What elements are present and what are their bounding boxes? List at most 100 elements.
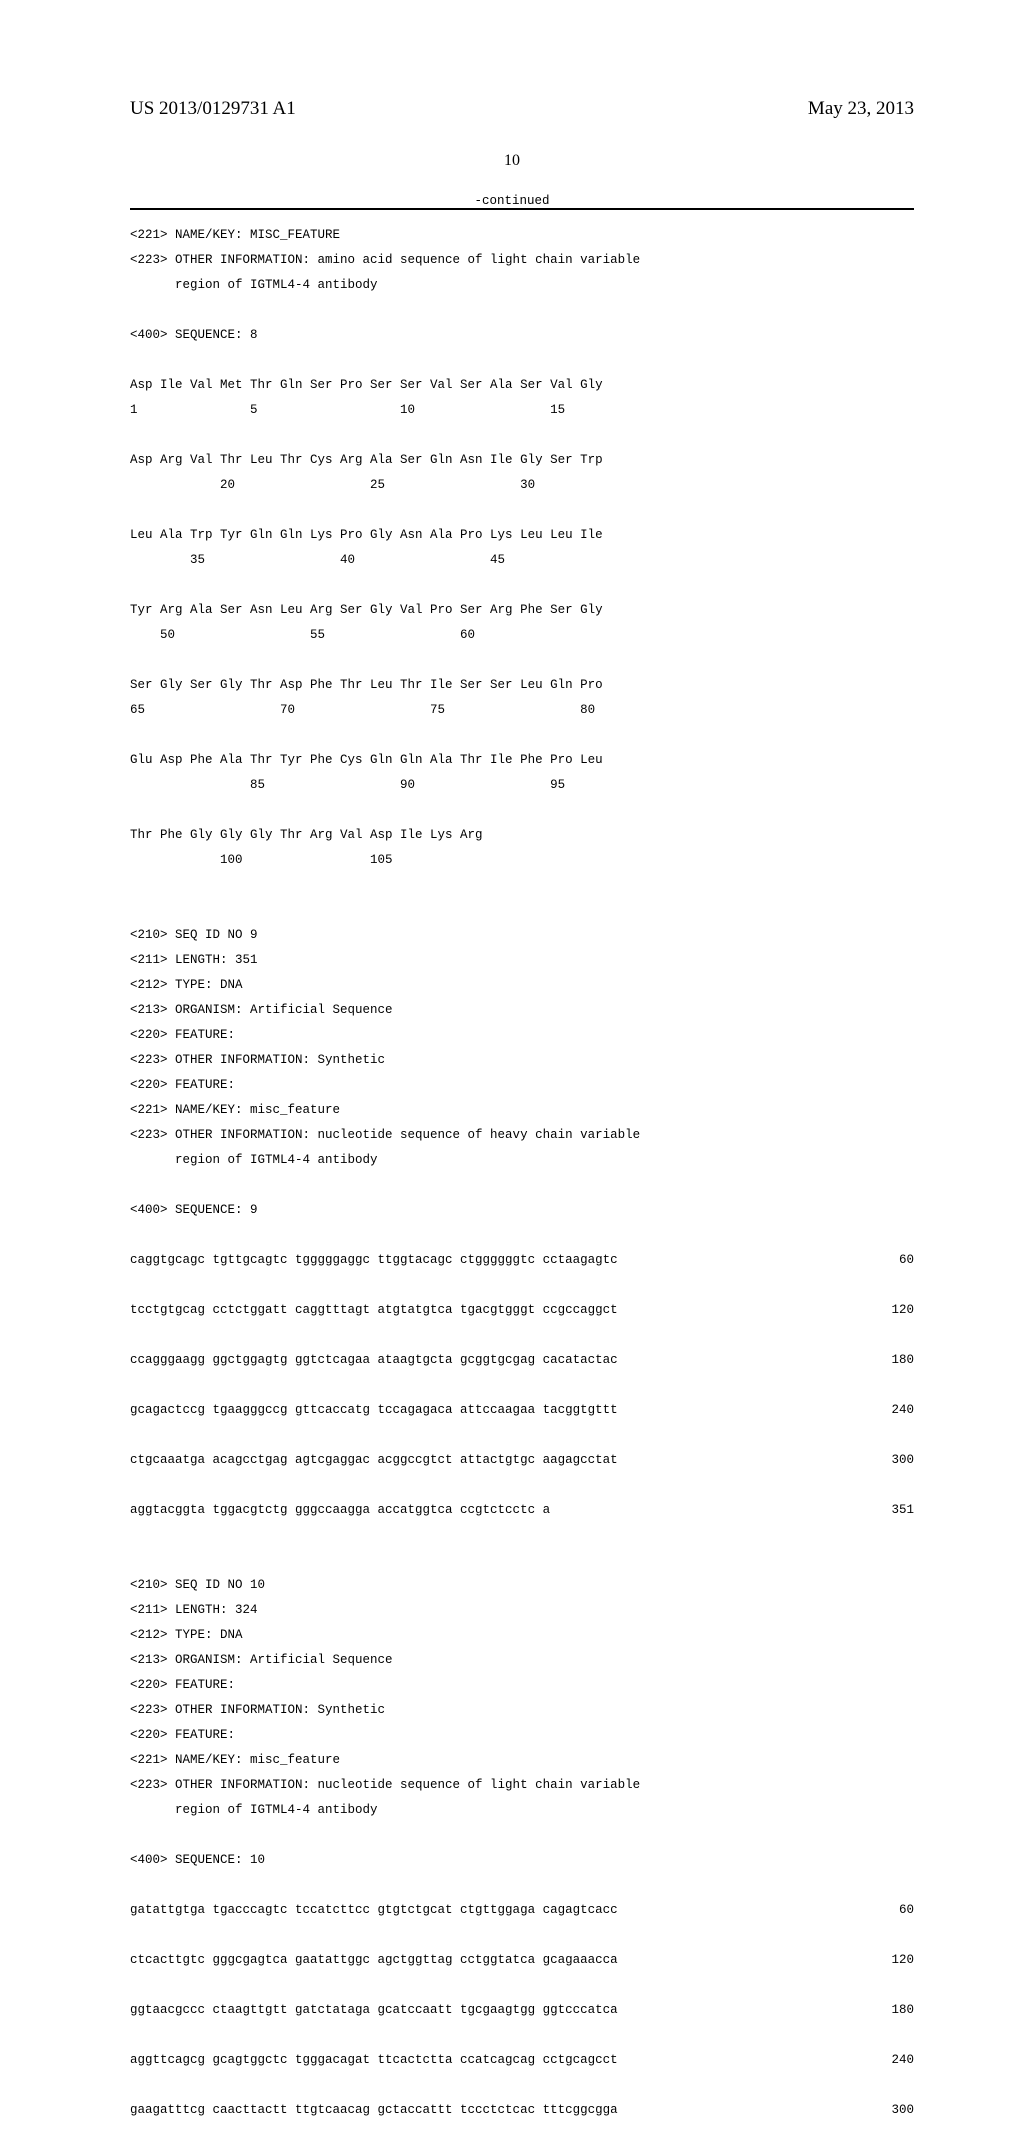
seq-text: ggtaacgccc ctaagttgtt gatctataga gcatcca… <box>130 2004 618 2017</box>
seq9-220a: <220> FEATURE: <box>130 1029 914 1042</box>
seq10-s5: gaagatttcg caacttactt ttgtcaacag gctacca… <box>130 2104 914 2117</box>
blank <box>130 504 914 517</box>
seq8-r6a: Glu Asp Phe Ala Thr Tyr Phe Cys Gln Gln … <box>130 754 914 767</box>
seq9-212: <212> TYPE: DNA <box>130 979 914 992</box>
blank <box>130 429 914 442</box>
publication-number: US 2013/0129731 A1 <box>130 98 296 120</box>
seq8-r6b: 85 90 95 <box>130 779 914 792</box>
seq8-r3a: Leu Ala Trp Tyr Gln Gln Lys Pro Gly Asn … <box>130 529 914 542</box>
blank <box>130 904 914 917</box>
seq9-s2: tcctgtgcag cctctggatt caggtttagt atgtatg… <box>130 1304 914 1317</box>
seq-pos: 351 <box>874 1504 914 1517</box>
seq-pos: 300 <box>874 2104 914 2117</box>
seq-pos: 60 <box>874 1904 914 1917</box>
blank <box>130 1879 914 1892</box>
seq8-r5b: 65 70 75 80 <box>130 704 914 717</box>
blank <box>130 729 914 742</box>
seq9-s5: ctgcaaatga acagcctgag agtcgaggac acggccg… <box>130 1454 914 1467</box>
seq10-s4: aggttcagcg gcagtggctc tgggacagat ttcactc… <box>130 2054 914 2067</box>
seq-pos: 120 <box>874 1954 914 1967</box>
seq8-r4b: 50 55 60 <box>130 629 914 642</box>
seq-pos: 240 <box>874 2054 914 2067</box>
blank <box>130 1229 914 1242</box>
seq10-220b: <220> FEATURE: <box>130 1729 914 1742</box>
seq9-211: <211> LENGTH: 351 <box>130 954 914 967</box>
seq-text: aggttcagcg gcagtggctc tgggacagat ttcactc… <box>130 2054 618 2067</box>
blank <box>130 654 914 667</box>
seq9-210: <210> SEQ ID NO 9 <box>130 929 914 942</box>
seq10-212: <212> TYPE: DNA <box>130 1629 914 1642</box>
seq10-213: <213> ORGANISM: Artificial Sequence <box>130 1654 914 1667</box>
seq-pos: 180 <box>874 2004 914 2017</box>
seq9-223c: region of IGTML4-4 antibody <box>130 1154 914 1167</box>
seq-pos: 60 <box>874 1254 914 1267</box>
horizontal-rule <box>130 208 914 210</box>
seq-text: aggtacggta tggacgtctg gggccaagga accatgg… <box>130 1504 550 1517</box>
seq10-223c: region of IGTML4-4 antibody <box>130 1804 914 1817</box>
seq-text: gcagactccg tgaagggccg gttcaccatg tccagag… <box>130 1404 618 1417</box>
page-number: 10 <box>0 152 1024 170</box>
seq10-400: <400> SEQUENCE: 10 <box>130 1854 914 1867</box>
blank <box>130 354 914 367</box>
seq9-213: <213> ORGANISM: Artificial Sequence <box>130 1004 914 1017</box>
seq-text: ccagggaagg ggctggagtg ggtctcagaa ataagtg… <box>130 1354 618 1367</box>
blank <box>130 1279 914 1292</box>
seq9-223b: <223> OTHER INFORMATION: nucleotide sequ… <box>130 1129 914 1142</box>
seq10-211: <211> LENGTH: 324 <box>130 1604 914 1617</box>
seq8-r1a: Asp Ile Val Met Thr Gln Ser Pro Ser Ser … <box>130 379 914 392</box>
blank <box>130 804 914 817</box>
seq10-220a: <220> FEATURE: <box>130 1679 914 1692</box>
seq9-400: <400> SEQUENCE: 9 <box>130 1204 914 1217</box>
blank <box>130 579 914 592</box>
blank <box>130 2079 914 2092</box>
seq10-s2: ctcacttgtc gggcgagtca gaatattggc agctggt… <box>130 1954 914 1967</box>
seq8-r1b: 1 5 10 15 <box>130 404 914 417</box>
seq9-223a: <223> OTHER INFORMATION: Synthetic <box>130 1054 914 1067</box>
blank <box>130 1979 914 1992</box>
seq-text: caggtgcagc tgttgcagtc tgggggaggc ttggtac… <box>130 1254 618 1267</box>
blank <box>130 1529 914 1542</box>
blank <box>130 2029 914 2042</box>
seq8-r5a: Ser Gly Ser Gly Thr Asp Phe Thr Leu Thr … <box>130 679 914 692</box>
seq9-s4: gcagactccg tgaagggccg gttcaccatg tccagag… <box>130 1404 914 1417</box>
seq8-r2a: Asp Arg Val Thr Leu Thr Cys Arg Ala Ser … <box>130 454 914 467</box>
seq10-s3: ggtaacgccc ctaagttgtt gatctataga gcatcca… <box>130 2004 914 2017</box>
seq10-223a: <223> OTHER INFORMATION: Synthetic <box>130 1704 914 1717</box>
seq9-221: <221> NAME/KEY: misc_feature <box>130 1104 914 1117</box>
seq8-400: <400> SEQUENCE: 8 <box>130 329 914 342</box>
seq-text: ctcacttgtc gggcgagtca gaatattggc agctggt… <box>130 1954 618 1967</box>
seq9-s1: caggtgcagc tgttgcagtc tgggggaggc ttggtac… <box>130 1254 914 1267</box>
publication-date: May 23, 2013 <box>808 98 914 120</box>
seq10-210: <210> SEQ ID NO 10 <box>130 1579 914 1592</box>
seq10-s1: gatattgtga tgacccagtc tccatcttcc gtgtctg… <box>130 1904 914 1917</box>
seq-text: gaagatttcg caacttactt ttgtcaacag gctacca… <box>130 2104 618 2117</box>
seq9-s3: ccagggaagg ggctggagtg ggtctcagaa ataagtg… <box>130 1354 914 1367</box>
seq8-221: <221> NAME/KEY: MISC_FEATURE <box>130 229 914 242</box>
seq-text: gatattgtga tgacccagtc tccatcttcc gtgtctg… <box>130 1904 618 1917</box>
blank <box>130 1429 914 1442</box>
seq8-r2b: 20 25 30 <box>130 479 914 492</box>
blank <box>130 304 914 317</box>
seq10-221: <221> NAME/KEY: misc_feature <box>130 1754 914 1767</box>
seq10-223b: <223> OTHER INFORMATION: nucleotide sequ… <box>130 1779 914 1792</box>
blank <box>130 1929 914 1942</box>
seq-text: ctgcaaatga acagcctgag agtcgaggac acggccg… <box>130 1454 618 1467</box>
blank <box>130 1179 914 1192</box>
blank <box>130 1329 914 1342</box>
seq9-220b: <220> FEATURE: <box>130 1079 914 1092</box>
seq9-s6: aggtacggta tggacgtctg gggccaagga accatgg… <box>130 1504 914 1517</box>
blank <box>130 1379 914 1392</box>
seq-pos: 300 <box>874 1454 914 1467</box>
blank <box>130 1829 914 1842</box>
sequence-listing: <221> NAME/KEY: MISC_FEATURE <223> OTHER… <box>130 216 914 2129</box>
seq-pos: 240 <box>874 1404 914 1417</box>
seq8-r3b: 35 40 45 <box>130 554 914 567</box>
continued-label: -continued <box>0 194 1024 208</box>
seq8-r7a: Thr Phe Gly Gly Gly Thr Arg Val Asp Ile … <box>130 829 914 842</box>
seq8-r7b: 100 105 <box>130 854 914 867</box>
seq8-r4a: Tyr Arg Ala Ser Asn Leu Arg Ser Gly Val … <box>130 604 914 617</box>
seq8-223b: region of IGTML4-4 antibody <box>130 279 914 292</box>
blank <box>130 879 914 892</box>
blank <box>130 1554 914 1567</box>
seq8-223a: <223> OTHER INFORMATION: amino acid sequ… <box>130 254 914 267</box>
